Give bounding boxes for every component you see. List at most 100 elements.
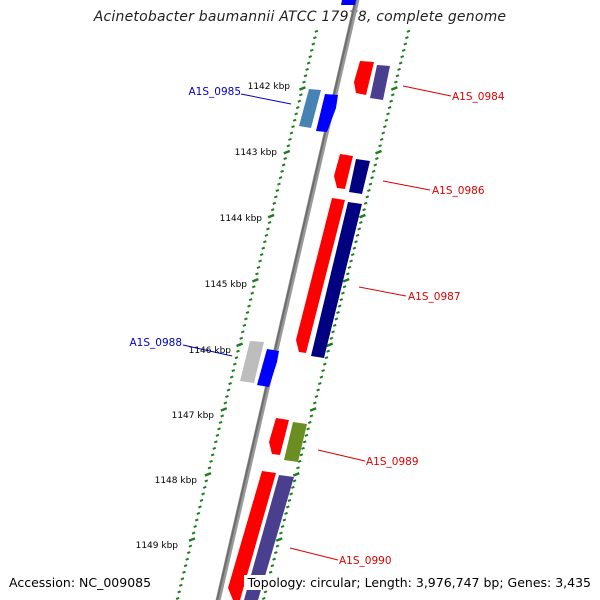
- tick-mark: [317, 382, 322, 386]
- gene-a1s-0985-a[interactable]: [299, 89, 321, 128]
- tick-mark: [231, 369, 236, 373]
- tick-mark: [398, 61, 403, 65]
- tick-mark: [245, 310, 250, 315]
- gene-label-a1s-0984[interactable]: A1S_0984: [452, 91, 505, 103]
- tick-mark: [368, 182, 373, 186]
- tick-mark: [266, 227, 270, 231]
- tick-mark: [378, 144, 382, 148]
- tick-mark: [193, 524, 198, 529]
- gene-a1s-0987-b[interactable]: [311, 202, 362, 358]
- tick-mark: [223, 401, 228, 405]
- accession-text: Accession: NC_009085: [9, 575, 152, 590]
- tick-mark: [207, 466, 212, 470]
- tick-mark: [229, 375, 234, 379]
- gene-top-partial[interactable]: [341, 0, 357, 5]
- gene-a1s-0984-b[interactable]: [370, 65, 390, 100]
- tick-mark: [389, 99, 394, 103]
- tick-mark: [244, 317, 248, 321]
- tick-mark: [272, 557, 276, 561]
- tick-mark: [263, 590, 268, 594]
- tick-mark: [373, 163, 378, 167]
- tick-mark: [309, 407, 317, 412]
- tick-mark: [287, 498, 292, 502]
- gene-label-a1s-0986[interactable]: A1S_0986: [432, 185, 485, 197]
- gene-label-a1s-0988[interactable]: A1S_0988: [130, 337, 183, 349]
- tick-mark: [381, 131, 386, 135]
- gene-a1s-0988-a[interactable]: [240, 341, 264, 383]
- tick-mark: [234, 356, 239, 360]
- tick-mark: [314, 29, 319, 33]
- tick-mark: [294, 112, 299, 116]
- tick-mark: [270, 564, 275, 568]
- tick-mark: [329, 336, 334, 340]
- gene-a1s-0988-b[interactable]: [257, 349, 279, 387]
- tick-mark: [295, 106, 300, 110]
- gene-label-a1s-0990[interactable]: A1S_0990: [339, 555, 392, 567]
- tick-mark: [405, 36, 409, 40]
- tick-mark: [258, 259, 262, 263]
- kbp-label: 1142 kbp: [248, 82, 291, 92]
- tick-mark: [240, 330, 245, 334]
- tick-mark: [273, 551, 278, 555]
- tick-mark: [363, 201, 368, 205]
- tick-mark: [337, 304, 342, 308]
- gene-label-a1s-0985[interactable]: A1S_0985: [189, 86, 242, 98]
- tick-mark: [196, 511, 201, 515]
- leader-lines: [182, 85, 452, 561]
- tick-mark: [291, 485, 295, 489]
- tick-mark: [239, 336, 244, 340]
- gene-a1s-0989-a[interactable]: [269, 418, 289, 455]
- tick-mark: [291, 125, 295, 129]
- tick-mark: [296, 466, 300, 470]
- gene-a1s-0987-a[interactable]: [296, 198, 345, 353]
- tick-mark: [188, 537, 196, 542]
- tick-mark: [213, 440, 218, 444]
- tick-mark: [201, 492, 206, 496]
- gene-label-a1s-0989[interactable]: A1S_0989: [366, 456, 419, 468]
- gene-label-a1s-0987[interactable]: A1S_0987: [408, 291, 461, 303]
- kbp-labels: 1142 kbp 1143 kbp 1144 kbp 1145 kbp 1146…: [136, 82, 291, 551]
- tick-mark: [341, 291, 345, 295]
- tick-mark: [400, 55, 405, 59]
- tick-mark: [210, 453, 215, 457]
- tick-mark: [280, 524, 285, 529]
- tick-mark: [286, 144, 291, 148]
- tick-mark: [292, 479, 297, 483]
- tick-mark: [225, 394, 229, 399]
- gene-a1s-0985-b[interactable]: [316, 94, 338, 132]
- tick-mark: [326, 349, 330, 353]
- tick-mark: [178, 583, 183, 587]
- tick-mark: [345, 272, 350, 276]
- tick-mark: [180, 577, 185, 581]
- tick-mark: [362, 208, 366, 212]
- gene-a1s-0989-b[interactable]: [284, 422, 307, 462]
- gene-a1s-0986-b[interactable]: [349, 159, 370, 194]
- tick-mark: [303, 74, 308, 78]
- tick-mark: [336, 310, 340, 315]
- tick-mark: [371, 169, 376, 173]
- gene-a1s-0984-a[interactable]: [354, 61, 374, 95]
- tick-mark: [305, 67, 309, 71]
- tick-mark: [232, 362, 237, 366]
- kbp-label: 1147 kbp: [172, 411, 215, 421]
- tick-mark: [220, 414, 225, 418]
- tick-mark: [292, 118, 297, 122]
- gene-labels: A1S_0985 A1S_0988 A1S_0984 A1S_0986 A1S_…: [130, 86, 505, 567]
- tick-mark: [278, 176, 283, 180]
- tick-mark: [298, 93, 303, 97]
- gene-a1s-0990-b[interactable]: [244, 475, 294, 600]
- tick-mark: [334, 317, 339, 321]
- tick-mark: [283, 149, 291, 155]
- tick-mark: [256, 265, 261, 269]
- gene-a1s-0986-a[interactable]: [334, 154, 353, 189]
- genome-title: Acinetobacter baumannii ATCC 17978, comp…: [93, 9, 507, 25]
- tick-mark: [298, 86, 306, 91]
- tick-mark: [342, 277, 350, 283]
- tick-mark: [281, 163, 286, 167]
- gene-a1s-0990-a[interactable]: [228, 471, 276, 600]
- tick-mark: [275, 537, 283, 542]
- tick-mark: [185, 557, 190, 561]
- tick-mark: [309, 414, 314, 418]
- tick-mark: [397, 67, 401, 71]
